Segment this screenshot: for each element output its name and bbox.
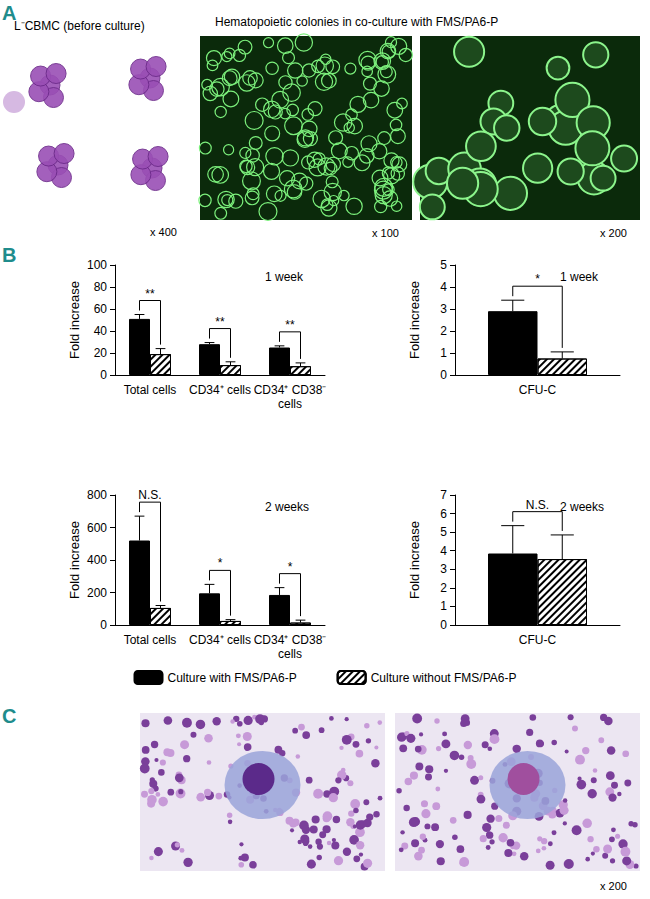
svg-text:Fold increase: Fold increase (407, 521, 422, 599)
svg-text:x 400: x 400 (150, 226, 177, 238)
svg-text:40: 40 (94, 324, 108, 338)
svg-text:cells: cells (278, 647, 302, 661)
svg-text:Culture with FMS/PA6-P: Culture with FMS/PA6-P (168, 671, 297, 685)
svg-text:2: 2 (440, 324, 447, 338)
svg-text:200: 200 (87, 586, 107, 600)
svg-text:CFU-C: CFU-C (519, 383, 557, 397)
svg-text:1: 1 (440, 346, 447, 360)
html-text:A: A (2, 2, 17, 24)
svg-text:60: 60 (94, 302, 108, 316)
svg-text:CFU-C: CFU-C (519, 633, 557, 647)
svg-text:Total cells: Total cells (124, 633, 177, 647)
svg-text:Fold increase: Fold increase (67, 281, 82, 359)
svg-text:0: 0 (440, 618, 447, 632)
svg-text:20: 20 (94, 346, 108, 360)
html-text:C: C (2, 705, 17, 727)
svg-text:3: 3 (440, 302, 447, 316)
svg-text:Culture without FMS/PA6-P: Culture without FMS/PA6-P (371, 671, 517, 685)
svg-text:3: 3 (440, 562, 447, 576)
svg-text:7: 7 (440, 488, 447, 502)
svg-text:x 200: x 200 (600, 880, 627, 892)
svg-text:**: ** (285, 318, 295, 332)
svg-text:4: 4 (440, 544, 447, 558)
svg-text:*: * (535, 272, 540, 286)
svg-text:N.S.: N.S. (526, 498, 549, 512)
svg-text:2: 2 (440, 581, 447, 595)
svg-text:600: 600 (87, 521, 107, 535)
svg-text:Fold increase: Fold increase (407, 281, 422, 359)
svg-text:L⁻CBMC (before culture): L⁻CBMC (before culture) (14, 19, 145, 33)
svg-text:CD34⁺ cells: CD34⁺ cells (189, 383, 251, 397)
svg-text:**: ** (145, 287, 155, 301)
svg-text:Fold increase: Fold increase (67, 521, 82, 599)
svg-text:1 week: 1 week (560, 270, 599, 284)
svg-text:0: 0 (440, 368, 447, 382)
svg-text:2 weeks: 2 weeks (265, 500, 309, 514)
svg-text:cells: cells (278, 397, 302, 411)
svg-text:5: 5 (440, 525, 447, 539)
svg-text:*: * (218, 556, 223, 570)
svg-text:x 200: x 200 (600, 227, 627, 239)
html-text:B: B (2, 244, 17, 266)
svg-text:2 weeks: 2 weeks (560, 500, 604, 514)
svg-text:x 100: x 100 (372, 227, 399, 239)
svg-text:CD34⁺ CD38⁻: CD34⁺ CD38⁻ (254, 633, 327, 647)
svg-text:CD34⁺ cells: CD34⁺ cells (189, 633, 251, 647)
svg-text:0: 0 (100, 368, 107, 382)
svg-text:800: 800 (87, 488, 107, 502)
svg-text:Total cells: Total cells (124, 383, 177, 397)
svg-text:CD34⁺ CD38⁻: CD34⁺ CD38⁻ (254, 383, 327, 397)
svg-text:100: 100 (87, 258, 107, 272)
svg-text:4: 4 (440, 280, 447, 294)
svg-text:1 week: 1 week (265, 270, 304, 284)
svg-text:0: 0 (100, 618, 107, 632)
svg-text:**: ** (215, 315, 225, 329)
svg-text:1: 1 (440, 599, 447, 613)
svg-text:5: 5 (440, 258, 447, 272)
svg-text:6: 6 (440, 507, 447, 521)
svg-text:400: 400 (87, 553, 107, 567)
svg-text:*: * (288, 560, 293, 574)
svg-text:Hematopoietic colonies in co-c: Hematopoietic colonies in co-culture wit… (215, 15, 498, 29)
svg-text:80: 80 (94, 280, 108, 294)
svg-text:N.S.: N.S. (138, 488, 161, 502)
